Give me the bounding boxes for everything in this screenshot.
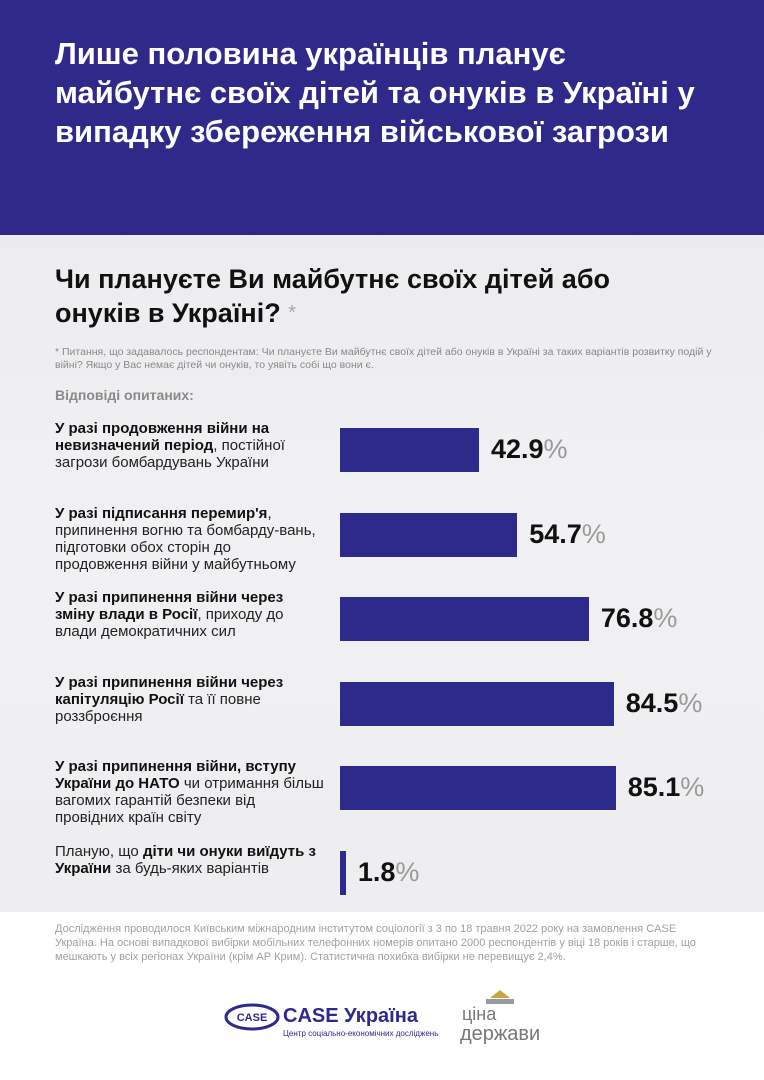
value-label: 54.7% xyxy=(529,519,606,550)
chart-title-text: Чи плануєте Ви майбутнє своїх дітей або … xyxy=(55,264,610,328)
value-unit: % xyxy=(395,856,420,887)
case-tagline: Центр соціально-економічних досліджень xyxy=(283,1029,438,1038)
value-label: 42.9% xyxy=(491,434,568,465)
label-part: У разі припинення війни через капітуляці… xyxy=(55,673,284,708)
value-unit: % xyxy=(543,434,568,464)
case-badge xyxy=(224,1003,280,1031)
label-part: , приходу до влади демократичних сил xyxy=(55,606,284,640)
title-marker: * xyxy=(288,302,297,324)
label-part: У разі припинення війни через зміну влад… xyxy=(55,589,284,623)
value-unit: % xyxy=(680,772,705,802)
value-number: 42.9 xyxy=(490,434,544,464)
cina-line1: ціна xyxy=(462,1004,497,1024)
value-unit: % xyxy=(678,687,703,718)
category-label: У разі припинення війни через капітуляці… xyxy=(55,674,327,725)
axis-label: Відповіді опитаних: xyxy=(55,387,194,403)
value-unit: % xyxy=(581,518,606,549)
label-part: Планую, що xyxy=(55,842,143,860)
value-label: 85.1% xyxy=(628,772,705,803)
title: Лише половина українців планує майбутнє … xyxy=(55,36,695,149)
logos: CASE CASE Україна Центр соціально-економ… xyxy=(224,990,540,1045)
value-label: 1.8% xyxy=(358,857,420,888)
chart-title: Чи плануєте Ви майбутнє своїх дітей або … xyxy=(55,262,695,330)
bar xyxy=(340,850,346,895)
value-number: 54.7 xyxy=(529,518,582,549)
label-part: за будь-яких варіантів xyxy=(111,859,270,877)
label-part: У разі продовження війни на невизначений… xyxy=(55,420,270,454)
value-number: 1.8 xyxy=(357,856,396,887)
cina-icon xyxy=(490,990,510,998)
case-badge-text: CASE xyxy=(237,1012,268,1024)
value-number: 85.1 xyxy=(627,772,681,802)
category-label: У разі припинення війни, вступу України … xyxy=(55,758,327,826)
label-part: та її повне роззброєння xyxy=(55,690,261,725)
label-part: чи отримання більш вагомих гарантій безп… xyxy=(55,775,324,826)
case-name: CASE Україна xyxy=(283,1005,419,1027)
bar xyxy=(340,766,616,810)
value-label: 76.8% xyxy=(601,603,678,634)
value-unit: % xyxy=(653,603,678,633)
cina-icon-base xyxy=(486,999,514,1004)
bar xyxy=(340,597,589,641)
footer: Дослідження проводилося Київським міжнар… xyxy=(0,912,764,1080)
category-label: У разі припинення війни через зміну влад… xyxy=(55,589,327,640)
label-part: У разі підписання перемир'я xyxy=(55,504,268,522)
category-label: У разі підписання перемир'я, припинення … xyxy=(55,505,327,573)
bar xyxy=(340,681,614,726)
footnote: * Питання, що задавалось респондентам: Ч… xyxy=(55,346,712,371)
value-number: 76.8 xyxy=(600,603,654,633)
label-part: діти чи онуки виїдуть з України xyxy=(55,842,317,877)
label-part: , постійної загрози бомбардувань України xyxy=(55,437,285,471)
bar xyxy=(340,428,479,472)
category-label: У разі продовження війни на невизначений… xyxy=(55,420,327,471)
bar xyxy=(340,512,518,557)
cina-line2: держави xyxy=(460,1023,540,1045)
header: Лише половина українців планує майбутнє … xyxy=(0,0,764,235)
footer-note: Дослідження проводилося Київським міжнар… xyxy=(55,923,696,963)
label-part: У разі припинення війни, вступу України … xyxy=(55,758,297,792)
value-label: 84.5% xyxy=(626,688,703,719)
value-number: 84.5 xyxy=(625,687,679,718)
category-label: Планую, що діти чи онуки виїдуть з Украї… xyxy=(55,843,327,877)
label-part: , припинення вогню та бомбарду-вань, під… xyxy=(55,504,316,573)
